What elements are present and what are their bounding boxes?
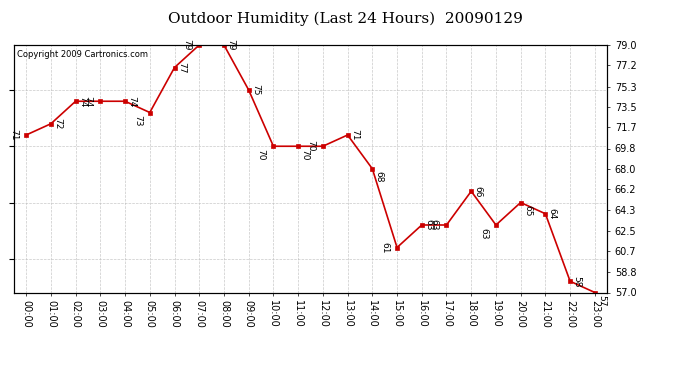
Text: 70: 70 (257, 149, 266, 160)
Text: 57: 57 (598, 295, 607, 307)
Text: 75: 75 (251, 84, 260, 96)
Text: 64: 64 (548, 208, 557, 219)
Text: 74: 74 (83, 96, 92, 107)
Text: 71: 71 (9, 129, 18, 141)
Text: 70: 70 (306, 141, 315, 152)
Text: 65: 65 (523, 205, 532, 217)
Text: 77: 77 (177, 62, 186, 73)
Text: 71: 71 (350, 129, 359, 141)
Text: 68: 68 (375, 171, 384, 183)
Text: 74: 74 (78, 96, 87, 107)
Text: 79: 79 (226, 39, 235, 51)
Text: 73: 73 (132, 115, 141, 127)
Text: 61: 61 (380, 242, 389, 253)
Text: 74: 74 (128, 96, 137, 107)
Text: 58: 58 (573, 276, 582, 287)
Text: 70: 70 (301, 149, 310, 160)
Text: 63: 63 (429, 219, 438, 231)
Text: Outdoor Humidity (Last 24 Hours)  20090129: Outdoor Humidity (Last 24 Hours) 2009012… (168, 11, 522, 26)
Text: Copyright 2009 Cartronics.com: Copyright 2009 Cartronics.com (17, 50, 148, 59)
Text: 72: 72 (53, 118, 62, 129)
Text: 63: 63 (479, 228, 488, 239)
Text: 63: 63 (424, 219, 433, 231)
Text: 66: 66 (473, 186, 483, 197)
Text: 79: 79 (182, 39, 191, 51)
